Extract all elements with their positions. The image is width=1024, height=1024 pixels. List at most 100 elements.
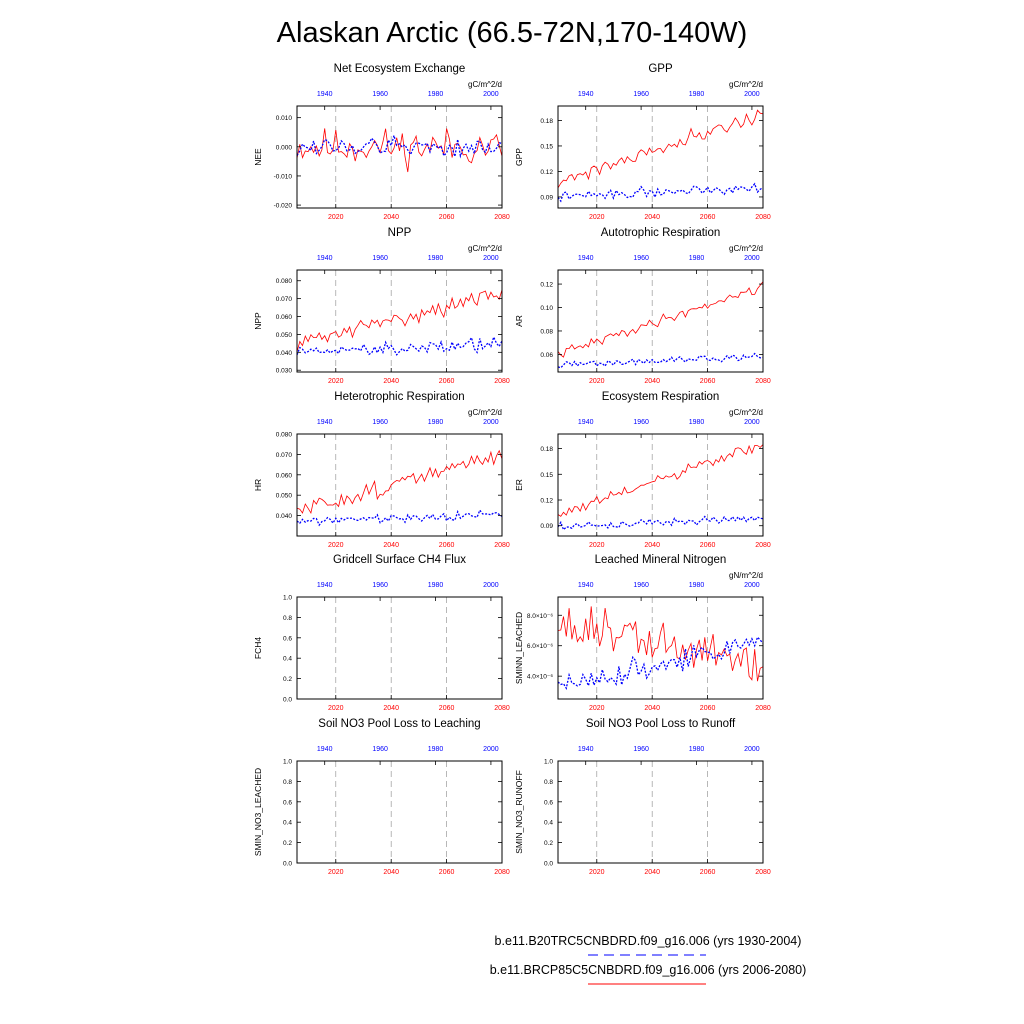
y-tick-label: 1.0 [283,595,292,602]
y-tick-label: -0.020 [274,203,293,210]
top-tick-label: 2000 [483,419,499,426]
plot-frame [296,269,503,373]
y-tick-label: 0.10 [540,305,553,312]
y-tick-label: 0.0 [544,861,553,868]
y-tick-label: 0.2 [283,676,292,683]
y-tick-label: 0.040 [276,513,293,520]
top-tick-label: 2000 [744,255,760,262]
bottom-tick-label: 2080 [755,869,771,876]
bottom-tick-label: 2060 [439,869,455,876]
top-tick-label: 1980 [428,419,444,426]
y-tick-label: 0.8 [283,615,292,622]
panel-npp: NPP gC/m^2/d 0.030 0.040 0.050 0.060 0.070 0.08… [253,227,510,385]
panel-title: Autotrophic Respiration [601,227,721,239]
top-tick-label: 2000 [483,255,499,262]
y-tick-label: 0.0 [283,697,292,704]
bottom-tick-label: 2040 [644,542,660,549]
plot-frame [296,596,503,700]
legend: b.e11.B20TRC5CNBDRD.f09_g16.006 (yrs 193… [490,934,807,985]
y-tick-label: 0.06 [540,352,553,359]
panel-title: Heterotrophic Respiration [334,391,464,403]
top-tick-label: 1940 [578,255,594,262]
y-tick-label: 0.4 [283,820,292,827]
top-tick-label: 1940 [578,746,594,753]
plot-frame [557,269,764,373]
panel-title: Soil NO3 Pool Loss to Runoff [586,718,736,730]
top-tick-label: 2000 [744,91,760,98]
y-tick-label: 0.18 [540,118,553,125]
top-tick-label: 1960 [633,746,649,753]
panel-ar: Autotrophic Respiration gC/m^2/d 0.06 0.08 0… [514,227,771,385]
y-tick-label: 8.0×10⁻⁶ [527,613,553,620]
panel-units: gC/m^2/d [468,408,502,417]
y-axis-label: ER [514,479,524,491]
panel-er: Ecosystem Respiration gC/m^2/d 0.09 0.12 0.1… [514,391,771,549]
panel-smin-no3-runoff: Soil NO3 Pool Loss to Runoff 0.0 0.2 0.4 0.6… [514,718,771,876]
legend-label: b.e11.BRCP85C5CNBDRD.f09_g16.006 (yrs 20… [490,963,807,977]
panels-group: Net Ecosystem ExchangegC/m^2/d0.0100.000… [253,63,771,876]
y-tick-label: 0.8 [283,779,292,786]
top-tick-label: 1960 [633,255,649,262]
y-axis-label: GPP [514,148,524,166]
plot-frame [557,596,764,700]
y-tick-label: 0.010 [276,115,293,122]
plot-frame [557,433,764,537]
y-tick-label: 0.050 [276,493,293,500]
bottom-tick-label: 2020 [328,542,344,549]
y-tick-label: 0.12 [540,498,553,505]
top-tick-label: 2000 [483,91,499,98]
panel-hr: Heterotrophic Respiration gC/m^2/d 0.040 0.… [253,391,510,549]
bottom-tick-label: 2020 [589,378,605,385]
y-tick-label: 0.030 [276,368,293,375]
bottom-tick-label: 2020 [328,869,344,876]
y-tick-label: 0.2 [283,840,292,847]
bottom-tick-label: 2040 [383,214,399,221]
bottom-tick-label: 2080 [494,869,510,876]
top-tick-label: 1980 [428,582,444,589]
plot-frame [557,105,764,209]
bottom-tick-label: 2020 [328,214,344,221]
panel-units: gC/m^2/d [729,244,763,253]
figure-title: Alaskan Arctic (66.5-72N,170-140W) [277,17,748,49]
top-tick-label: 1960 [633,91,649,98]
panel-title: Gridcell Surface CH4 Flux [333,554,466,566]
series-line-future [557,281,764,358]
plot-frame [296,105,503,209]
bottom-tick-label: 2080 [755,378,771,385]
top-tick-label: 1980 [689,582,705,589]
series-line-historical [296,335,503,356]
series-line-future [296,289,503,352]
top-tick-label: 1960 [372,419,388,426]
panel-title: Net Ecosystem Exchange [334,63,466,75]
top-tick-label: 1940 [578,419,594,426]
y-tick-label: 0.8 [544,779,553,786]
series-line-historical [296,508,503,527]
bottom-tick-label: 2020 [589,869,605,876]
top-tick-label: 2000 [483,746,499,753]
series-line-future [557,109,764,189]
series-line-future [557,444,764,517]
y-tick-label: 1.0 [544,759,553,766]
top-tick-label: 1960 [372,255,388,262]
bottom-tick-label: 2040 [644,869,660,876]
top-tick-label: 1960 [633,419,649,426]
top-tick-label: 1980 [689,255,705,262]
series-line-future [296,128,503,173]
top-tick-label: 2000 [744,419,760,426]
top-tick-label: 1940 [317,419,333,426]
y-axis-label: AR [514,315,524,327]
bottom-tick-label: 2040 [383,378,399,385]
y-tick-label: 0.060 [276,314,293,321]
bottom-tick-label: 2060 [439,214,455,221]
plot-frame [557,760,764,864]
y-tick-label: 0.080 [276,432,293,439]
y-axis-label: FCH4 [253,637,263,659]
panel-units: gC/m^2/d [468,80,502,89]
panel-title: GPP [648,63,673,75]
y-tick-label: 0.09 [540,523,553,530]
series-line-historical [296,133,503,159]
series-line-future [296,449,503,514]
panel-units: gC/m^2/d [729,408,763,417]
y-axis-label: NPP [253,312,263,330]
